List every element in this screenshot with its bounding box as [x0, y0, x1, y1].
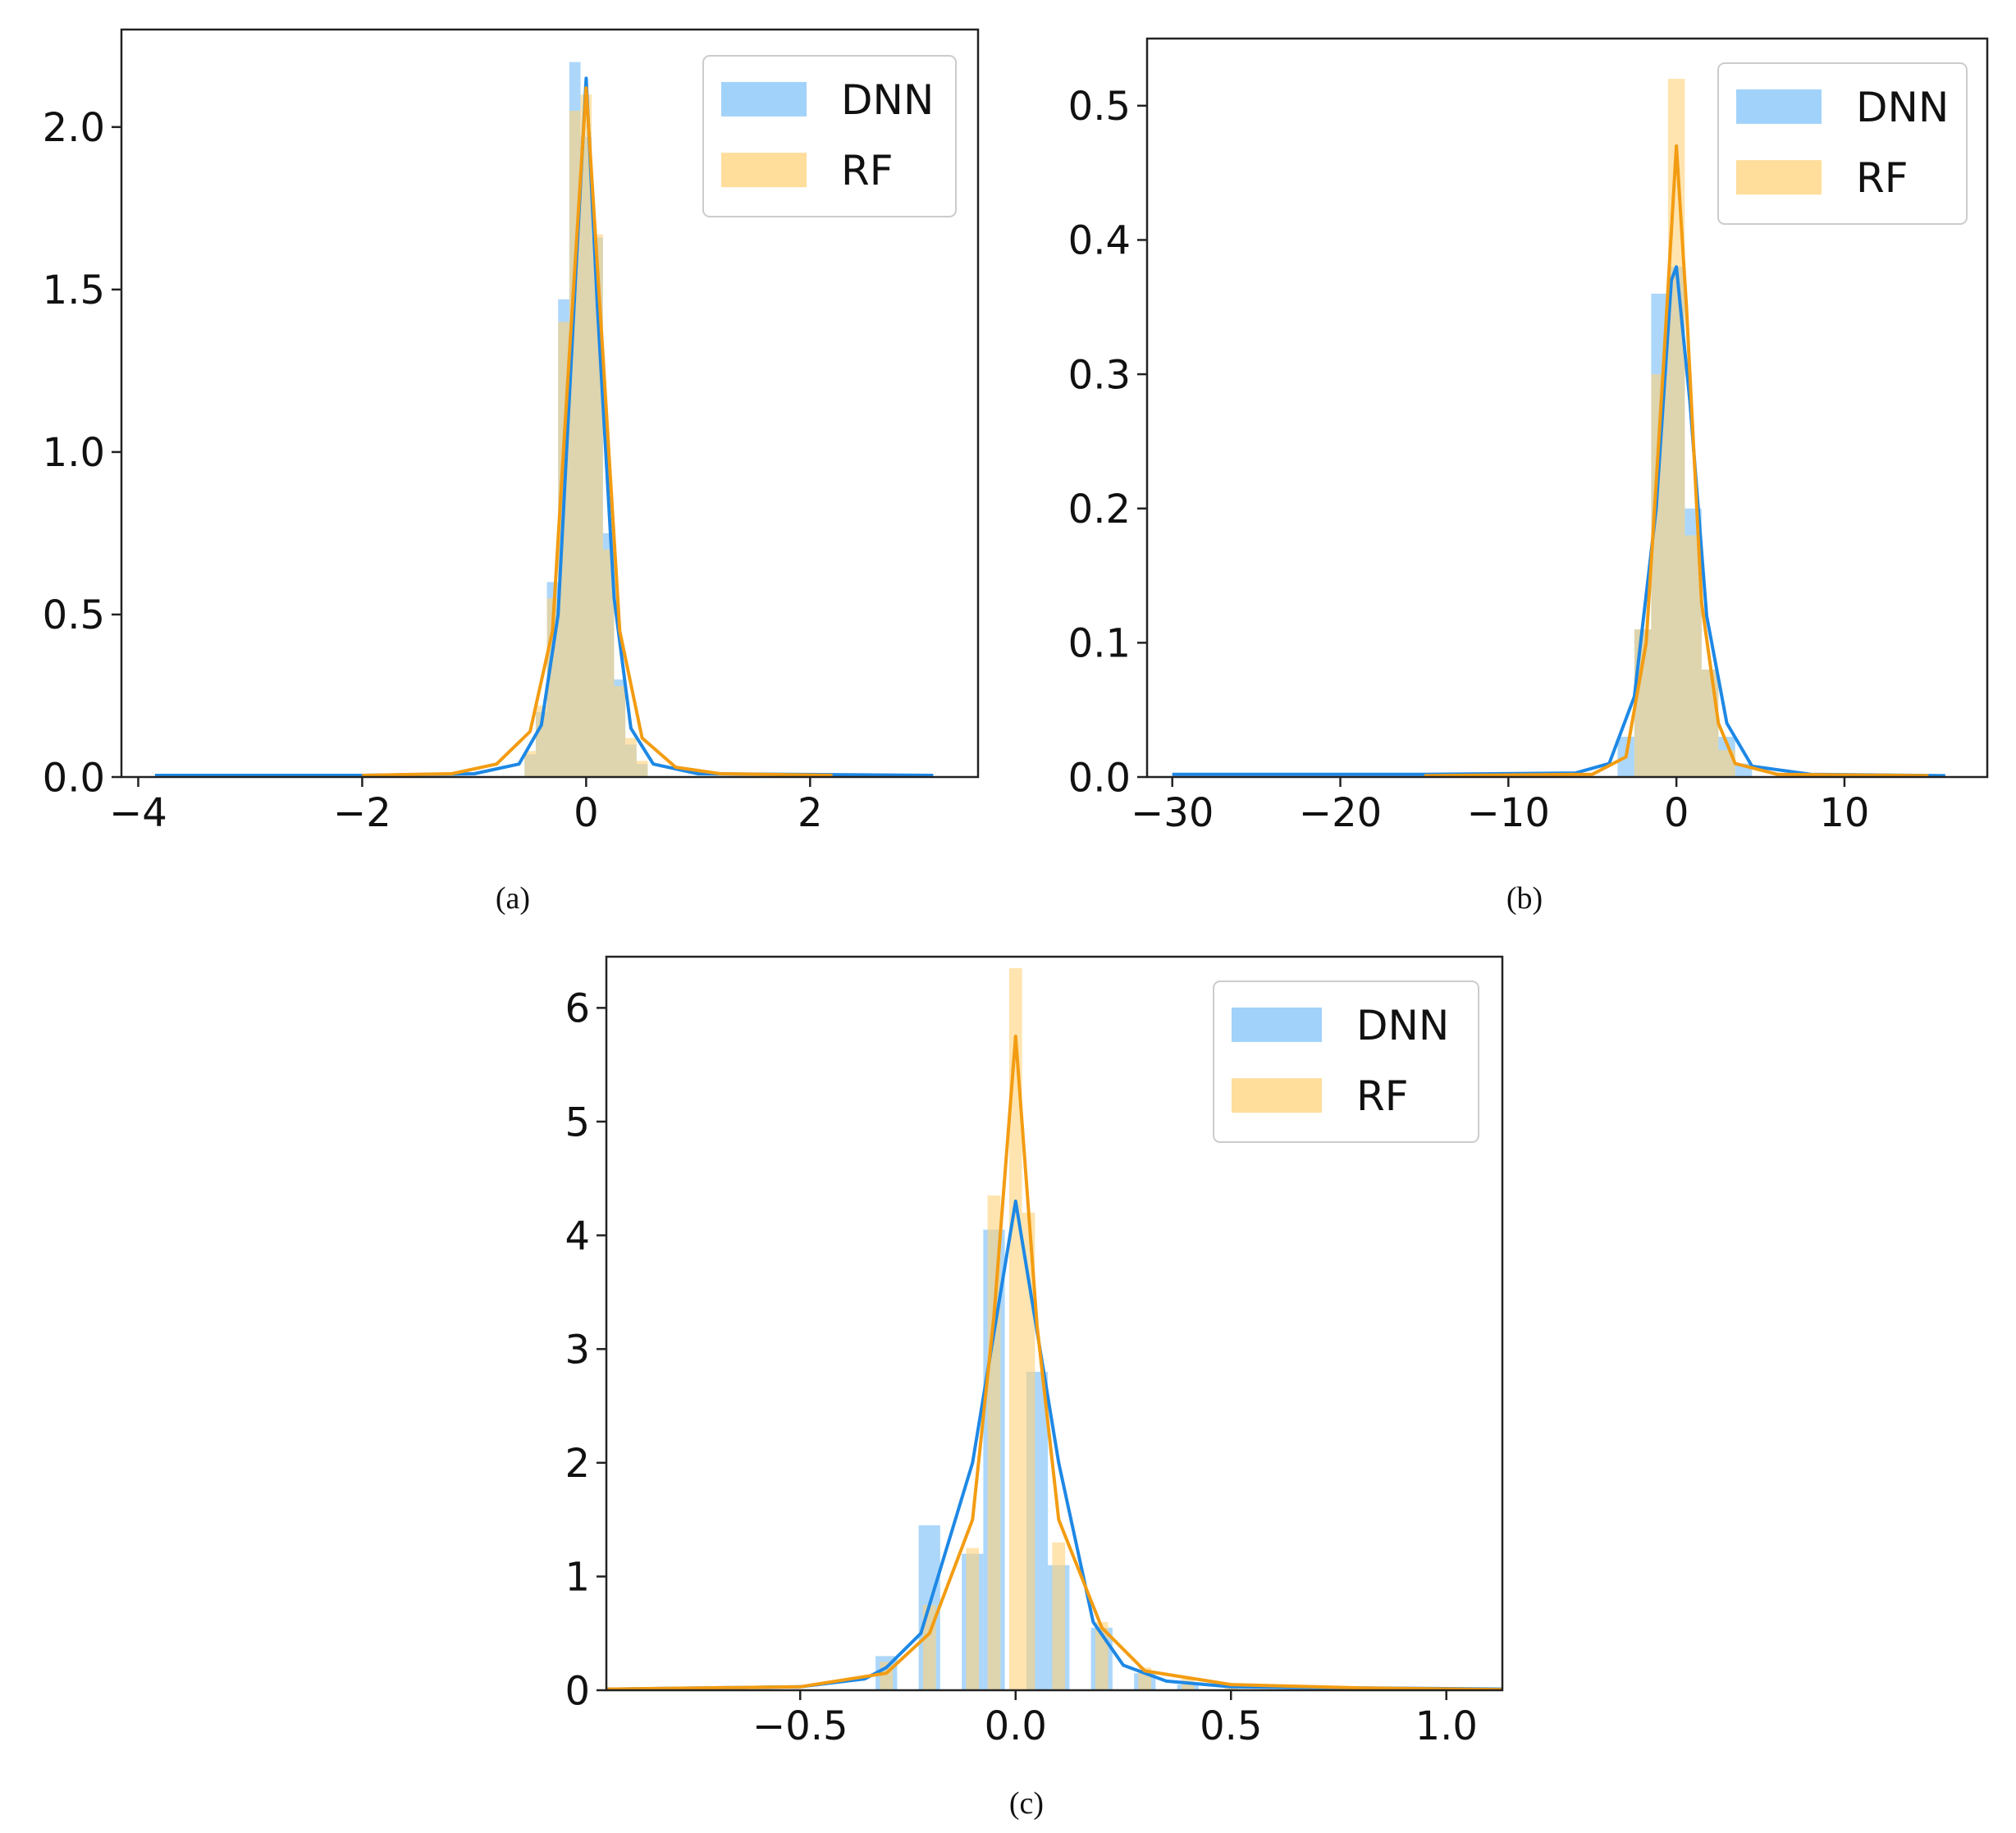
kde-line-dnn	[606, 1200, 1502, 1690]
x-tick-label: 2	[798, 790, 823, 836]
axes-frame	[120, 28, 980, 779]
y-tick-label: 2.0	[43, 105, 105, 151]
plot-area	[154, 62, 934, 777]
y-tick-label: 6	[565, 986, 590, 1032]
bar-rf	[1052, 1542, 1066, 1690]
legend-swatch-rf	[1736, 160, 1822, 195]
legend-label-rf: RF	[841, 147, 894, 194]
axes-frame	[605, 955, 1504, 1692]
legend-label-dnn: DNN	[1856, 84, 1949, 131]
bar-rf	[1667, 79, 1685, 777]
panel-a: −4 −2 0 2 0.0 0.5 1.0 1.5 2.0 DNN RF (a)	[43, 28, 980, 916]
x-tick-label: −2	[333, 790, 391, 836]
bar-rf	[1008, 967, 1022, 1690]
bar-rf	[614, 686, 626, 777]
kde-line-dnn	[1172, 265, 1945, 777]
legend-swatch-dnn	[721, 81, 807, 117]
bar-rf	[602, 549, 615, 777]
y-tick-label: 0.5	[1068, 84, 1131, 130]
y-tick-label: 1.0	[43, 430, 105, 476]
legend: DNN RF	[1213, 980, 1479, 1143]
legend-swatch-rf	[1232, 1078, 1322, 1113]
y-tick-label: 0.3	[1068, 352, 1131, 398]
y-tick-label: 1.5	[43, 267, 105, 313]
panel-b: −30 −20 −10 0 10 0.0 0.1 0.2 0.3 0.4 0.5 DNN RF (b)	[1068, 37, 1989, 916]
legend-label-rf: RF	[1856, 154, 1909, 202]
bar-rf	[625, 738, 637, 777]
bar-rf	[580, 94, 592, 777]
y-tick-label: 0.0	[43, 755, 105, 801]
y-tick-label: 0.4	[1068, 218, 1131, 264]
y-tick-label: 5	[565, 1099, 590, 1145]
bar-rf	[1685, 535, 1702, 777]
axes-frame	[1145, 37, 1989, 779]
x-tick-label: 1.0	[1415, 1703, 1478, 1749]
x-tick-label: −10	[1467, 790, 1550, 836]
bar-rf	[569, 111, 581, 777]
bar-rf	[524, 751, 536, 777]
y-tick-label: 2	[565, 1441, 590, 1487]
x-tick-label: 0	[1664, 790, 1689, 836]
legend: DNN RF	[1717, 62, 1968, 225]
y-tick-label: 3	[565, 1327, 590, 1373]
legend-label-rf: RF	[1356, 1072, 1409, 1120]
x-tick-label: −30	[1131, 790, 1214, 836]
legend-swatch-rf	[721, 153, 807, 188]
kde-line-rf	[606, 1035, 1502, 1690]
panel-caption: (b)	[1506, 881, 1543, 916]
legend-swatch-dnn	[1736, 89, 1822, 124]
panel-caption: (a)	[496, 881, 530, 916]
x-tick-label: −20	[1299, 790, 1382, 836]
bar-rf	[535, 705, 547, 777]
x-tick-label: −0.5	[752, 1703, 848, 1749]
x-tick-label: 10	[1819, 790, 1869, 836]
kde-line-rf	[362, 86, 833, 777]
x-tick-label: 0.0	[985, 1703, 1047, 1749]
legend: DNN RF	[702, 55, 957, 217]
legend-label-dnn: DNN	[841, 76, 934, 124]
y-tick-label: 4	[565, 1214, 590, 1259]
bar-rf	[966, 1547, 980, 1690]
bar-rf	[1022, 1212, 1035, 1690]
x-tick-label: −4	[109, 790, 167, 836]
x-tick-label: 0	[574, 790, 599, 836]
kde-line-rf	[1424, 144, 1929, 777]
plot-area	[606, 967, 1502, 1690]
legend-label-dnn: DNN	[1356, 1002, 1449, 1049]
y-tick-label: 0.2	[1068, 487, 1131, 533]
y-tick-label: 1	[565, 1555, 590, 1601]
y-tick-label: 0.0	[1068, 755, 1131, 801]
panel-caption: (c)	[1009, 1786, 1044, 1821]
bar-rf	[1701, 670, 1719, 777]
y-tick-label: 0.1	[1068, 621, 1131, 667]
bar-rf	[636, 761, 648, 777]
y-tick-label: 0.5	[43, 592, 105, 638]
panel-c: −0.5 0.0 0.5 1.0 0 1 2 3 4 5 6 DNN RF (c)	[565, 955, 1504, 1821]
x-tick-label: 0.5	[1200, 1703, 1262, 1749]
y-tick-label: 0	[565, 1668, 590, 1714]
plot-area	[1172, 79, 1945, 777]
legend-swatch-dnn	[1232, 1007, 1322, 1042]
